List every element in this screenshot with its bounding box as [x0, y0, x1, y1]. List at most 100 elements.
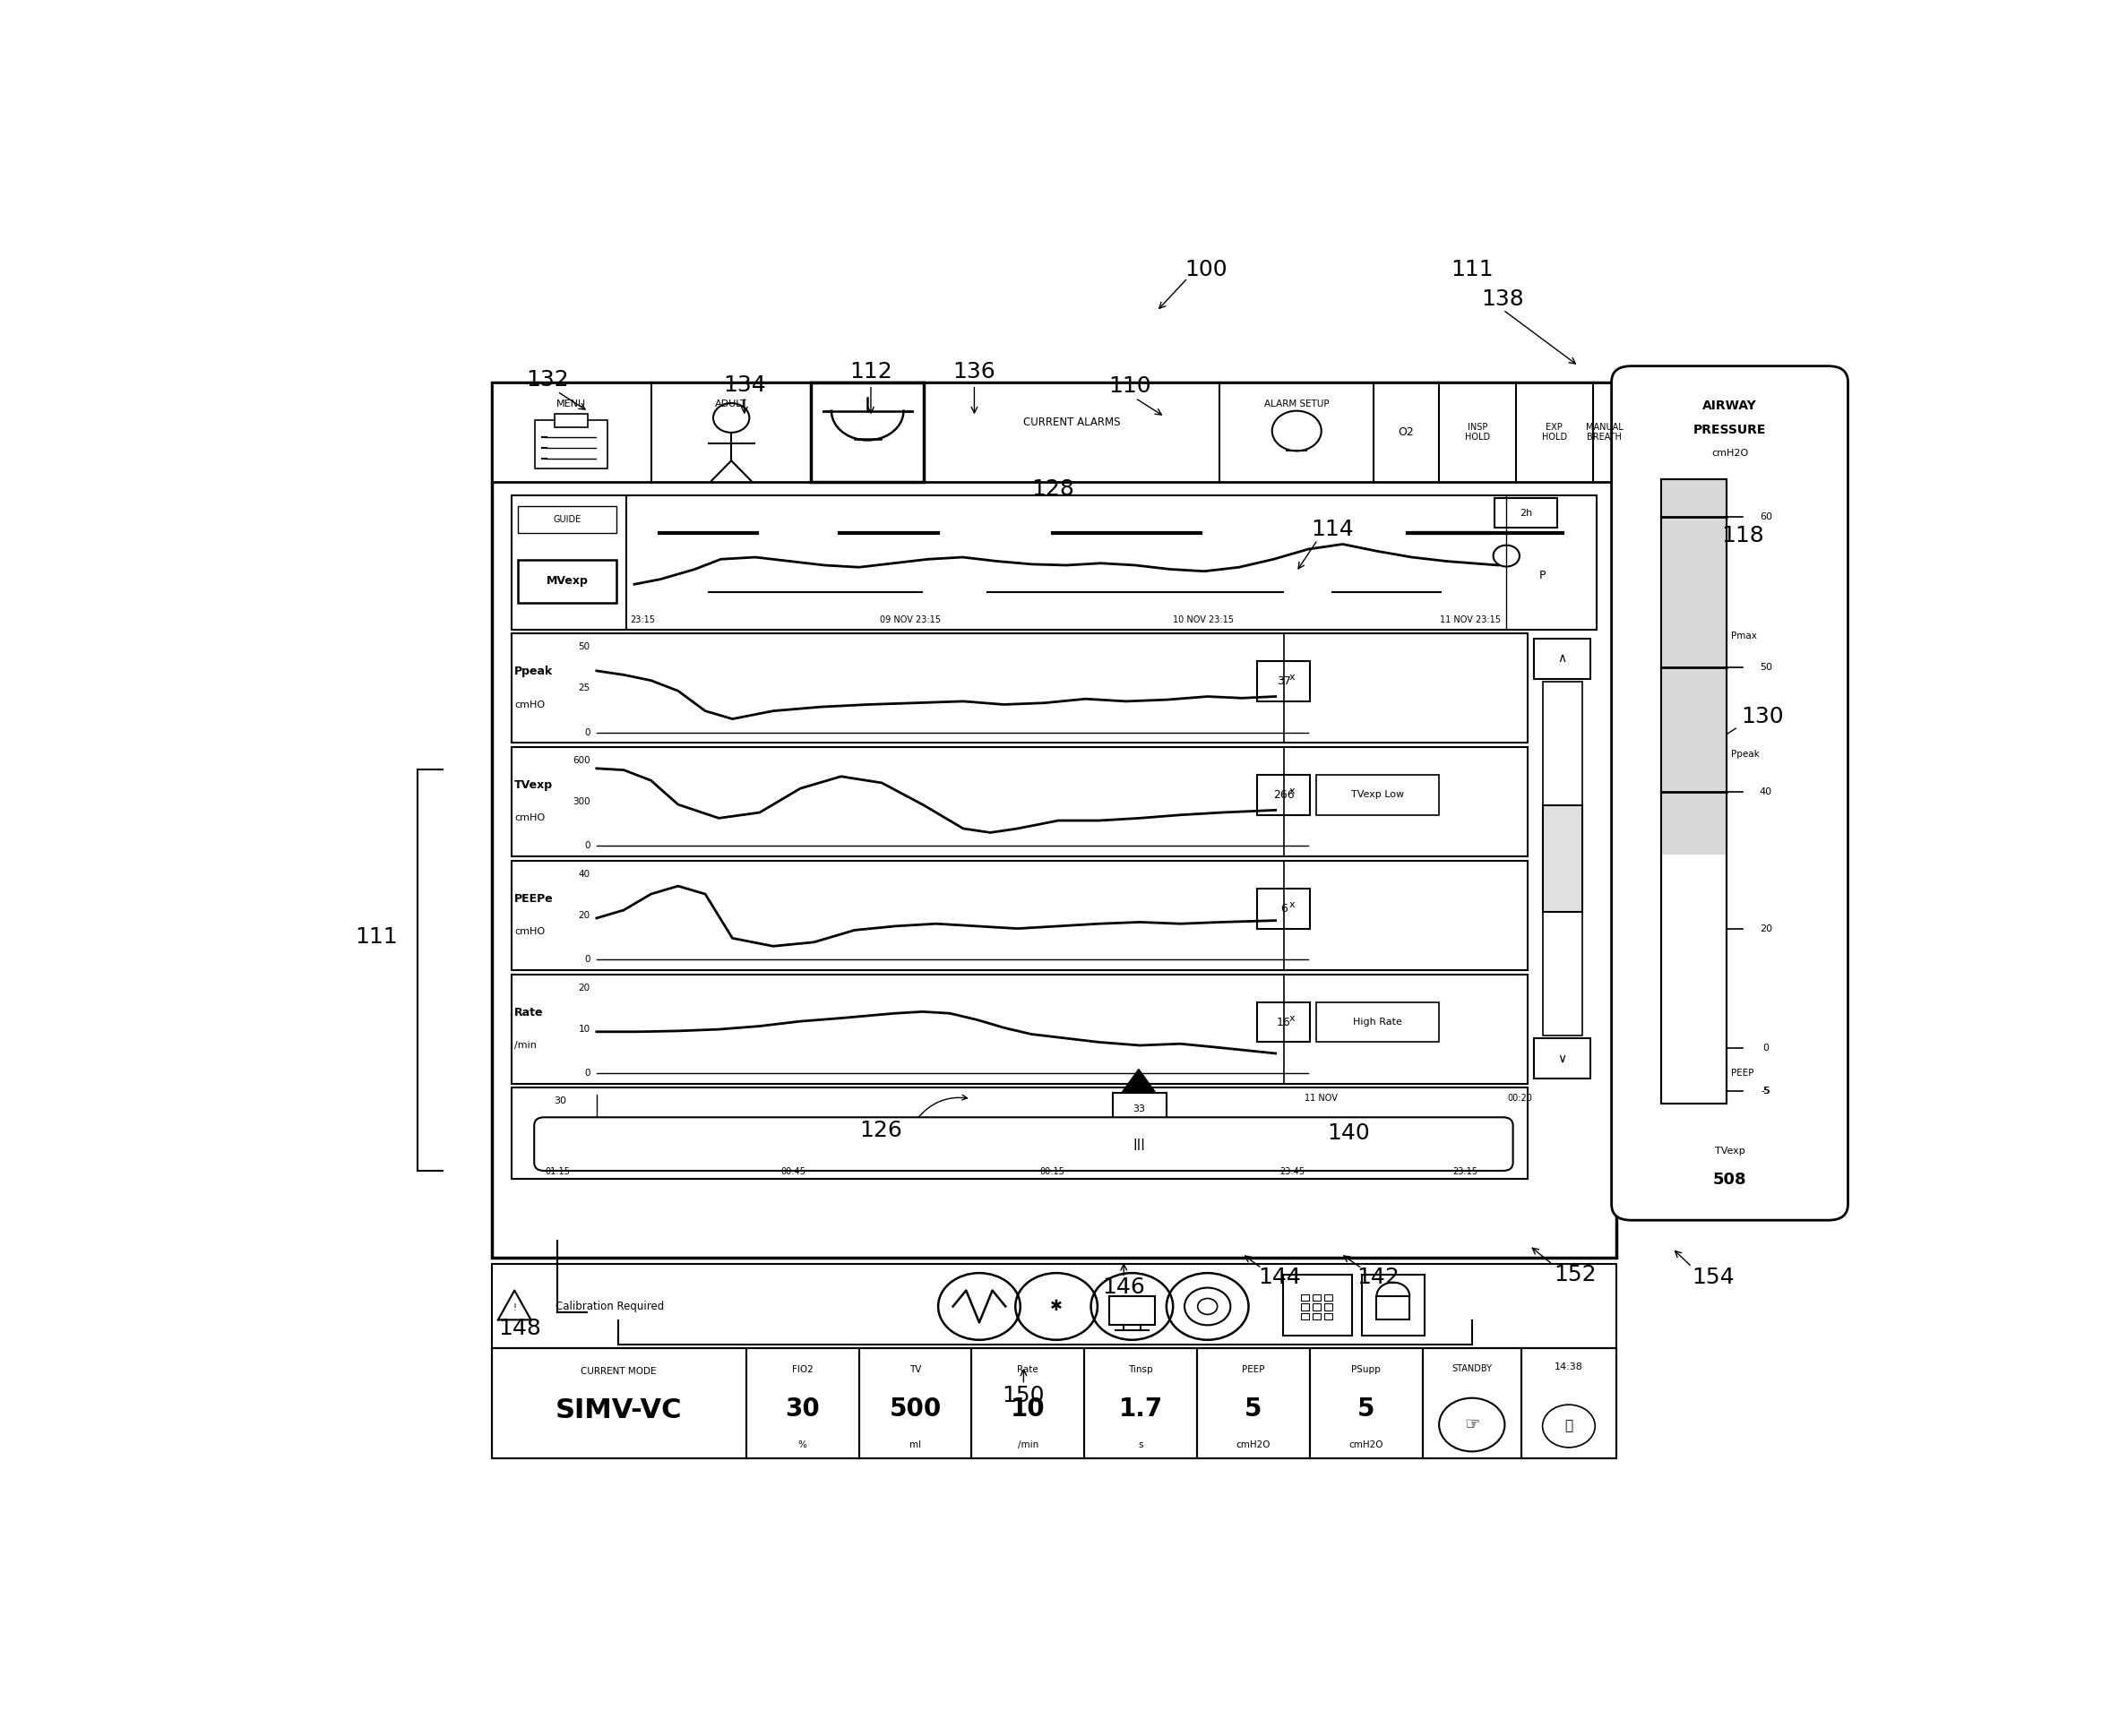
Text: 130: 130: [1742, 705, 1784, 727]
FancyBboxPatch shape: [534, 1118, 1513, 1170]
Bar: [812, 382, 924, 483]
Text: 114: 114: [1312, 519, 1354, 540]
Text: 01:15: 01:15: [545, 1168, 570, 1177]
Text: 0: 0: [585, 955, 589, 963]
Text: ml: ml: [909, 1441, 922, 1450]
Text: 142: 142: [1356, 1267, 1401, 1288]
Text: |||: |||: [1132, 1139, 1144, 1149]
Text: 126: 126: [860, 1120, 903, 1141]
Text: 144: 144: [1259, 1267, 1301, 1288]
Text: -5: -5: [1761, 1087, 1771, 1095]
Text: 146: 146: [1102, 1276, 1144, 1299]
Text: ☞: ☞: [1464, 1417, 1479, 1434]
Text: 134: 134: [723, 373, 765, 396]
Text: !: !: [513, 1304, 517, 1312]
Text: 300: 300: [572, 797, 589, 806]
Text: TV: TV: [909, 1366, 922, 1375]
Text: Tinsp: Tinsp: [1127, 1366, 1153, 1375]
Text: 2h: 2h: [1519, 509, 1532, 517]
Bar: [511, 861, 1528, 970]
Text: 110: 110: [1108, 375, 1151, 398]
Bar: [1661, 479, 1727, 854]
Text: cmHO: cmHO: [515, 927, 545, 936]
Bar: [746, 1349, 858, 1458]
Text: CURRENT ALARMS: CURRENT ALARMS: [1023, 417, 1121, 429]
Bar: [1301, 1312, 1310, 1319]
Bar: [1257, 1002, 1310, 1042]
Text: MANUAL
BREATH: MANUAL BREATH: [1585, 422, 1623, 443]
Text: 500: 500: [890, 1396, 941, 1422]
Text: 00:20: 00:20: [1507, 1094, 1532, 1102]
Bar: [1324, 1304, 1333, 1311]
Text: %: %: [799, 1441, 807, 1450]
Text: SIMV-VC: SIMV-VC: [555, 1397, 682, 1424]
Text: 33: 33: [1132, 1104, 1144, 1115]
Bar: [511, 974, 1528, 1083]
Text: 10 NOV 23:15: 10 NOV 23:15: [1174, 616, 1233, 625]
Bar: [517, 507, 617, 533]
Text: 50: 50: [1759, 663, 1771, 672]
Bar: [1316, 1002, 1439, 1042]
Text: 154: 154: [1691, 1267, 1735, 1288]
Bar: [492, 1264, 1617, 1349]
Text: 10: 10: [578, 1024, 589, 1033]
Text: STANDBY: STANDBY: [1452, 1364, 1492, 1373]
Bar: [1301, 1295, 1310, 1300]
Text: 🗑: 🗑: [1564, 1420, 1572, 1432]
Bar: [1661, 479, 1727, 1104]
Text: 23:15: 23:15: [1452, 1168, 1477, 1177]
Text: 111: 111: [356, 925, 398, 948]
FancyBboxPatch shape: [1610, 366, 1848, 1220]
Text: Rate: Rate: [1017, 1366, 1038, 1375]
Text: 140: 140: [1326, 1123, 1371, 1144]
Text: 0: 0: [585, 1069, 589, 1078]
Text: cmH2O: cmH2O: [1350, 1441, 1384, 1450]
Text: 600: 600: [572, 755, 589, 766]
Text: /min: /min: [515, 1042, 536, 1050]
Text: ∨: ∨: [1557, 1052, 1566, 1064]
Text: 0: 0: [585, 842, 589, 851]
Text: 37: 37: [1276, 675, 1290, 687]
Text: Calibration Required: Calibration Required: [555, 1300, 663, 1312]
Text: Pmax: Pmax: [1731, 632, 1757, 641]
Text: s: s: [1138, 1441, 1142, 1450]
Text: x: x: [1288, 674, 1295, 682]
Bar: [1521, 1349, 1617, 1458]
Bar: [492, 382, 1617, 483]
Bar: [511, 746, 1528, 856]
Text: PEEP: PEEP: [1731, 1068, 1755, 1078]
Text: PSupp: PSupp: [1352, 1366, 1382, 1375]
Bar: [1301, 1304, 1310, 1311]
Text: 09 NOV 23:15: 09 NOV 23:15: [879, 616, 941, 625]
Text: x: x: [1288, 899, 1295, 910]
Bar: [517, 561, 617, 602]
Text: 1.7: 1.7: [1119, 1396, 1163, 1422]
Bar: [1534, 639, 1589, 679]
Text: TVexp: TVexp: [1714, 1146, 1744, 1154]
Text: 23:15: 23:15: [629, 616, 655, 625]
Text: 50: 50: [578, 642, 589, 651]
Bar: [1197, 1349, 1310, 1458]
Text: /min: /min: [1017, 1441, 1038, 1450]
Text: 30: 30: [555, 1097, 566, 1106]
Text: 11 NOV 23:15: 11 NOV 23:15: [1439, 616, 1500, 625]
Text: cmH2O: cmH2O: [1235, 1441, 1271, 1450]
Bar: [1282, 1274, 1352, 1335]
Bar: [973, 1349, 1085, 1458]
Bar: [1312, 1295, 1320, 1300]
Text: cmHO: cmHO: [515, 700, 545, 708]
Text: FIO2: FIO2: [793, 1366, 814, 1375]
Text: x: x: [1288, 786, 1295, 795]
Text: CURRENT MODE: CURRENT MODE: [581, 1366, 657, 1375]
Text: 20: 20: [578, 983, 589, 991]
Text: ADULT: ADULT: [716, 399, 748, 408]
Bar: [1085, 1349, 1197, 1458]
Text: 111: 111: [1452, 259, 1494, 281]
Bar: [1422, 1349, 1521, 1458]
Bar: [1310, 1349, 1422, 1458]
Text: TVexp: TVexp: [515, 779, 553, 792]
Text: 10: 10: [1011, 1396, 1045, 1422]
Bar: [1543, 806, 1583, 911]
Bar: [1257, 661, 1310, 701]
Text: 60: 60: [1759, 512, 1771, 521]
